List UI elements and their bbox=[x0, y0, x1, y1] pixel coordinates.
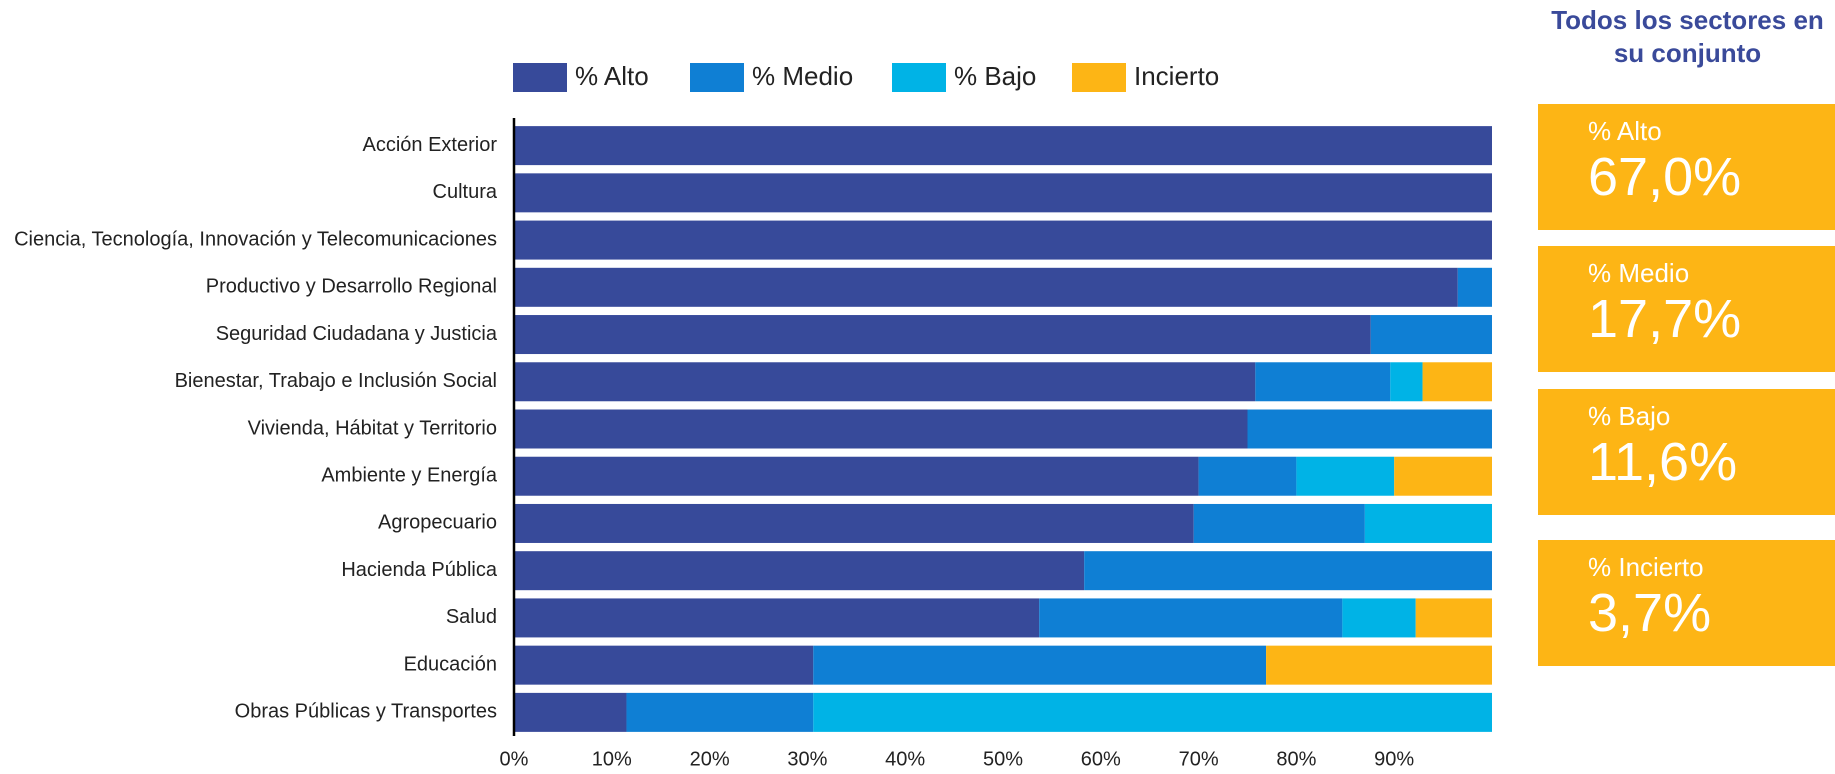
y-tick-label: Cultura bbox=[433, 181, 498, 203]
bar-segment bbox=[1296, 456, 1395, 496]
x-tick-label: 30% bbox=[787, 748, 827, 770]
bar-segment bbox=[514, 503, 1194, 543]
x-tick-label: 40% bbox=[885, 748, 925, 770]
legend-label: % Bajo bbox=[954, 61, 1036, 91]
bar-segment bbox=[514, 598, 1040, 638]
y-tick-label: Seguridad Ciudadana y Justicia bbox=[216, 323, 498, 345]
x-tick-label: 0% bbox=[500, 748, 529, 770]
bar-segment bbox=[1198, 456, 1297, 496]
summary-box: % Bajo 11,6% bbox=[1538, 389, 1835, 515]
bar-segment bbox=[626, 692, 814, 732]
y-tick-label: Educación bbox=[404, 653, 497, 675]
bar-segment bbox=[1039, 598, 1343, 638]
bar-segment bbox=[514, 362, 1256, 402]
bar-segment bbox=[514, 645, 814, 685]
x-tick-label: 20% bbox=[690, 748, 730, 770]
y-tick-label: Salud bbox=[446, 606, 497, 628]
bar-segment bbox=[1370, 315, 1492, 355]
bar-segment bbox=[1255, 362, 1391, 402]
bar-segment bbox=[1266, 645, 1492, 685]
summary-label: % Bajo bbox=[1588, 401, 1671, 431]
x-tick-label: 80% bbox=[1276, 748, 1316, 770]
summary-label: % Alto bbox=[1588, 116, 1662, 146]
legend-swatch bbox=[892, 63, 946, 92]
y-tick-label: Ambiente y Energía bbox=[321, 465, 498, 487]
bar-segment bbox=[1247, 409, 1492, 449]
bar-segment bbox=[1084, 551, 1492, 591]
summary-value: 17,7% bbox=[1588, 289, 1742, 349]
summary-box: % Incierto 3,7% bbox=[1538, 540, 1835, 666]
y-tick-label: Acción Exterior bbox=[363, 134, 498, 156]
bar-segment bbox=[514, 409, 1248, 449]
legend-label: % Medio bbox=[752, 61, 853, 91]
x-tick-label: 50% bbox=[983, 748, 1023, 770]
x-tick-label: 10% bbox=[592, 748, 632, 770]
bar-segment bbox=[813, 692, 1492, 732]
panel-title: Todos los sectores en su conjunto bbox=[1551, 5, 1824, 68]
summary-box: % Medio 17,7% bbox=[1538, 246, 1835, 372]
bar-segment bbox=[1422, 362, 1492, 402]
bar-segment bbox=[514, 126, 1492, 166]
legend-label: Incierto bbox=[1134, 61, 1219, 91]
bar-segment bbox=[1390, 362, 1423, 402]
summary-label: % Medio bbox=[1588, 258, 1690, 288]
bar-segment bbox=[1342, 598, 1416, 638]
chart: 0% 10% 20% 30% 40% 50% 60% 70% 80% 90% Acción Exte… bbox=[14, 61, 1492, 770]
legend-swatch bbox=[513, 63, 567, 92]
bar-segment bbox=[1364, 503, 1492, 543]
bar-segment bbox=[514, 173, 1492, 213]
summary-value: 3,7% bbox=[1588, 583, 1712, 643]
bar-segment bbox=[514, 551, 1085, 591]
bar-segment bbox=[514, 315, 1371, 355]
y-tick-label: Productivo y Desarrollo Regional bbox=[206, 276, 497, 298]
legend-swatch bbox=[1072, 63, 1126, 92]
x-tick-label: 70% bbox=[1179, 748, 1219, 770]
summary-box: % Alto 67,0% bbox=[1538, 104, 1835, 230]
bar-segment bbox=[514, 692, 627, 732]
y-tick-label: Ciencia, Tecnología, Innovación y Teleco… bbox=[14, 228, 497, 250]
summary-value: 67,0% bbox=[1588, 147, 1742, 207]
y-tick-label: Bienestar, Trabajo e Inclusión Social bbox=[175, 370, 497, 392]
bar-segment bbox=[1457, 267, 1492, 307]
summary-label: % Incierto bbox=[1588, 552, 1704, 582]
bar-segment bbox=[1394, 456, 1492, 496]
y-tick-label: Hacienda Pública bbox=[341, 559, 498, 581]
bar-segment bbox=[813, 645, 1267, 685]
bar-segment bbox=[514, 267, 1458, 307]
bar-segment bbox=[514, 456, 1199, 496]
bar-segment bbox=[1193, 503, 1365, 543]
summary-value: 11,6% bbox=[1588, 432, 1738, 492]
bar-segment bbox=[1415, 598, 1492, 638]
y-tick-label: Agropecuario bbox=[378, 512, 497, 534]
x-tick-label: 60% bbox=[1081, 748, 1121, 770]
x-tick-label: 90% bbox=[1374, 748, 1414, 770]
y-tick-label: Vivienda, Hábitat y Territorio bbox=[248, 417, 497, 439]
legend-swatch bbox=[690, 63, 744, 92]
legend-label: % Alto bbox=[575, 61, 649, 91]
y-tick-label: Obras Públicas y Transportes bbox=[235, 701, 497, 723]
bar-segment bbox=[514, 220, 1492, 260]
